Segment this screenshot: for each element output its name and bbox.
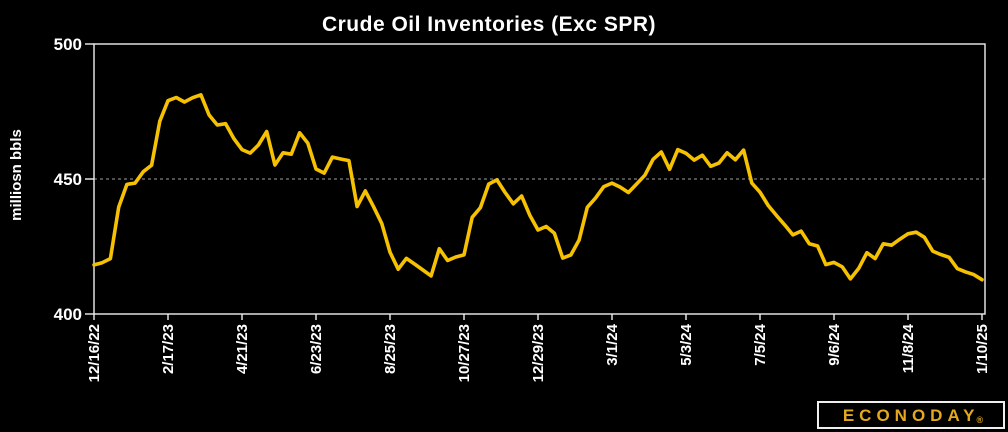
- x-tick-label: 2/17/23: [160, 324, 177, 374]
- x-tick-label: 5/3/24: [678, 323, 695, 365]
- y-tick-label: 400: [54, 305, 82, 324]
- x-tick-label: 12/29/23: [530, 324, 547, 382]
- x-tick-label: 4/21/23: [234, 324, 251, 374]
- x-tick-label: 3/1/24: [604, 323, 621, 365]
- x-tick-label: 12/16/22: [86, 324, 103, 382]
- econoday-logo: ECONODAY ®: [817, 401, 1005, 429]
- inventories-series-line: [92, 93, 984, 282]
- registered-mark-icon: ®: [976, 415, 984, 425]
- y-tick-label: 450: [54, 170, 82, 189]
- y-tick-label: 500: [54, 35, 82, 54]
- x-tick-label: 6/23/23: [308, 324, 325, 374]
- x-tick-label: 10/27/23: [456, 324, 473, 382]
- x-tick-label: 7/5/24: [752, 323, 769, 365]
- x-tick-label: 8/25/23: [382, 324, 399, 374]
- econoday-logo-text: ECONODAY: [842, 405, 980, 425]
- y-axis-label: milliosn bbls: [8, 129, 25, 221]
- x-tick-label: 1/10/25: [974, 324, 991, 374]
- x-tick-label: 11/8/24: [900, 323, 917, 373]
- chart-title: Crude Oil Inventories (Exc SPR): [322, 13, 656, 36]
- x-tick-label: 9/6/24: [826, 323, 843, 365]
